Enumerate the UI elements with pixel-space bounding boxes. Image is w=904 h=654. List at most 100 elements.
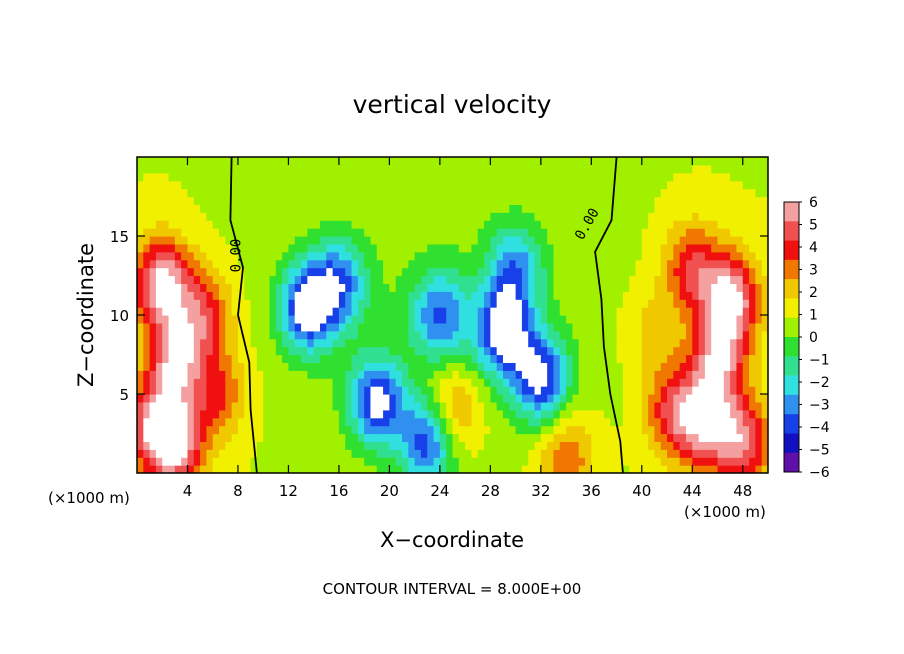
- heatmap-cell: [692, 370, 700, 379]
- heatmap-cell: [749, 164, 756, 174]
- heatmap-cell: [168, 346, 176, 356]
- heatmap-cell: [143, 394, 151, 403]
- heatmap-cell: [256, 449, 264, 458]
- heatmap-cell: [502, 465, 510, 473]
- heatmap-cell: [622, 236, 630, 245]
- heatmap-cell: [585, 220, 592, 229]
- heatmap-cell: [427, 157, 435, 166]
- heatmap-cell: [288, 243, 296, 253]
- heatmap-cell: [319, 338, 327, 348]
- heatmap-cell: [269, 212, 277, 221]
- heatmap-cell: [635, 307, 643, 316]
- heatmap-cell: [338, 196, 346, 205]
- heatmap-cell: [717, 433, 725, 442]
- heatmap-cell: [692, 449, 700, 458]
- heatmap-cell: [717, 330, 725, 340]
- heatmap-cell: [465, 465, 473, 473]
- heatmap-cell: [427, 196, 435, 205]
- heatmap-cell: [181, 299, 189, 308]
- heatmap-cell: [414, 362, 422, 371]
- heatmap-cell: [761, 283, 768, 292]
- heatmap-cell: [263, 291, 271, 300]
- heatmap-cell: [496, 346, 504, 356]
- heatmap-cell: [755, 220, 763, 229]
- heatmap-cell: [181, 228, 189, 237]
- heatmap-cell: [502, 354, 510, 363]
- heatmap-cell: [149, 291, 157, 300]
- heatmap-cell: [730, 409, 738, 419]
- heatmap-cell: [427, 394, 435, 403]
- heatmap-cell: [319, 251, 327, 261]
- heatmap-cell: [143, 449, 151, 458]
- heatmap-cell: [162, 378, 170, 387]
- heatmap-cell: [137, 401, 144, 411]
- heatmap-cell: [553, 346, 561, 356]
- heatmap-cell: [458, 386, 466, 395]
- heatmap-cell: [761, 449, 768, 458]
- heatmap-cell: [338, 409, 346, 419]
- heatmap-cell: [219, 275, 226, 284]
- heatmap-cell: [730, 441, 738, 450]
- heatmap-cell: [509, 220, 517, 229]
- heatmap-cell: [301, 212, 308, 221]
- heatmap-cell: [275, 220, 283, 229]
- heatmap-cell: [597, 425, 605, 435]
- heatmap-cell: [622, 394, 630, 403]
- heatmap-cell: [749, 465, 756, 473]
- heatmap-cell: [301, 243, 308, 253]
- heatmap-cell: [622, 283, 630, 292]
- heatmap-cell: [591, 370, 599, 379]
- heatmap-cell: [654, 394, 662, 403]
- heatmap-cell: [345, 307, 353, 316]
- heatmap-cell: [338, 378, 346, 387]
- heatmap-cell: [414, 259, 422, 269]
- heatmap-cell: [717, 267, 725, 277]
- heatmap-cell: [395, 180, 403, 190]
- heatmap-cell: [673, 322, 681, 332]
- heatmap-cell: [717, 441, 725, 450]
- heatmap-cell: [509, 409, 517, 419]
- heatmap-cell: [345, 275, 353, 284]
- heatmap-cell: [275, 267, 283, 277]
- heatmap-cell: [219, 338, 226, 348]
- heatmap-cell: [534, 164, 542, 174]
- heatmap-cell: [509, 307, 517, 316]
- heatmap-cell: [420, 180, 428, 190]
- heatmap-cell: [698, 236, 706, 245]
- heatmap-cell: [711, 307, 719, 316]
- heatmap-cell: [200, 157, 208, 166]
- heatmap-cell: [679, 417, 687, 427]
- heatmap-cell: [376, 172, 384, 182]
- heatmap-cell: [585, 457, 592, 466]
- heatmap-cell: [585, 362, 592, 371]
- heatmap-cell: [635, 378, 643, 387]
- heatmap-cell: [553, 315, 561, 324]
- heatmap-cell: [578, 220, 586, 229]
- heatmap-cell: [439, 465, 447, 473]
- heatmap-cell: [730, 457, 738, 466]
- heatmap-cell: [338, 291, 346, 300]
- heatmap-cell: [667, 465, 674, 473]
- heatmap-cell: [502, 370, 510, 379]
- heatmap-cell: [225, 449, 233, 458]
- heatmap-cell: [667, 370, 674, 379]
- heatmap-cell: [383, 188, 390, 198]
- heatmap-cell: [540, 401, 548, 411]
- heatmap-cell: [603, 330, 611, 340]
- heatmap-cell: [559, 259, 567, 269]
- heatmap-cell: [509, 401, 517, 411]
- heatmap-cell: [301, 378, 308, 387]
- heatmap-cell: [515, 172, 523, 182]
- heatmap-cell: [439, 338, 447, 348]
- heatmap-cell: [465, 409, 473, 419]
- heatmap-cell: [383, 378, 390, 387]
- heatmap-cell: [313, 196, 321, 205]
- heatmap-cell: [219, 354, 226, 363]
- heatmap-cell: [326, 157, 334, 166]
- heatmap-cell: [742, 417, 750, 427]
- heatmap-cell: [244, 196, 252, 205]
- heatmap-cell: [212, 354, 220, 363]
- heatmap-cell: [616, 378, 624, 387]
- heatmap-cell: [452, 180, 460, 190]
- heatmap-cell: [250, 157, 258, 166]
